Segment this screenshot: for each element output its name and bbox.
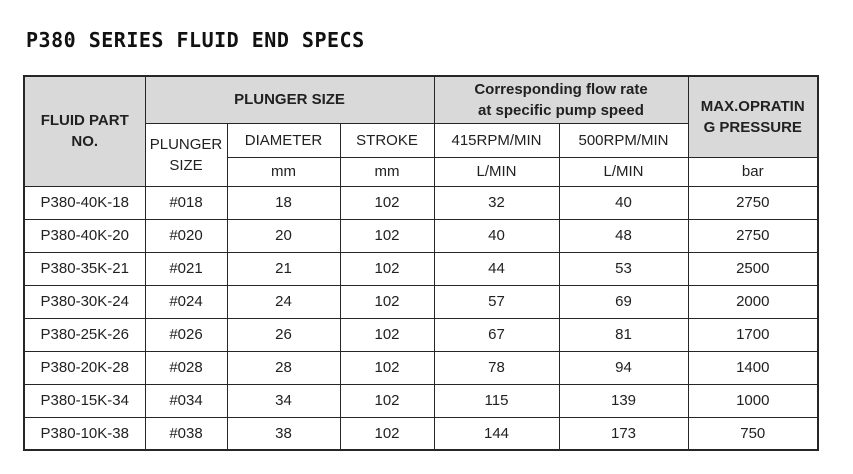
unit-flow-500-lmin: L/MIN <box>558 156 689 187</box>
header-row-columns: PLUNGER SIZE DIAMETER STROKE 415RPM/MIN … <box>24 122 818 187</box>
table-row: P380-30K-24 #024 24 102 57 69 2000 <box>23 284 819 319</box>
header-row-groups: FLUID PART NO. PLUNGER SIZE Correspondin… <box>23 75 819 187</box>
cell-part-no: P380-40K-20 <box>23 218 146 253</box>
cell-flow-500: 81 <box>558 317 689 352</box>
cell-plunger-size: #038 <box>144 416 228 451</box>
header-stroke: STROKE <box>339 122 435 158</box>
header-plunger-size-group: PLUNGER SIZE <box>144 75 435 124</box>
cell-diameter: 34 <box>226 383 341 418</box>
cell-pressure: 750 <box>687 416 819 451</box>
cell-pressure: 1000 <box>687 383 819 418</box>
table-row: P380-25K-26 #026 26 102 67 81 1700 <box>23 317 819 352</box>
cell-stroke: 102 <box>339 317 435 352</box>
cell-diameter: 18 <box>226 185 341 220</box>
cell-flow-500: 40 <box>558 185 689 220</box>
specs-table: FLUID PART NO. PLUNGER SIZE Correspondin… <box>23 75 819 451</box>
cell-diameter: 26 <box>226 317 341 352</box>
unit-flow-415-lmin: L/MIN <box>433 156 560 187</box>
cell-pressure: 1700 <box>687 317 819 352</box>
header-500rpm: 500RPM/MIN <box>558 122 689 158</box>
cell-diameter: 21 <box>226 251 341 286</box>
cell-part-no: P380-35K-21 <box>23 251 146 286</box>
cell-part-no: P380-10K-38 <box>23 416 146 451</box>
header-fluid-part-no: FLUID PART NO. <box>23 75 146 187</box>
cell-flow-415: 115 <box>433 383 560 418</box>
cell-diameter: 24 <box>226 284 341 319</box>
cell-flow-415: 40 <box>433 218 560 253</box>
cell-plunger-size: #034 <box>144 383 228 418</box>
cell-part-no: P380-25K-26 <box>23 317 146 352</box>
table-row: P380-20K-28 #028 28 102 78 94 1400 <box>23 350 819 385</box>
cell-flow-500: 173 <box>558 416 689 451</box>
unit-stroke-mm: mm <box>339 156 435 187</box>
unit-diameter-mm: mm <box>226 156 341 187</box>
cell-diameter: 28 <box>226 350 341 385</box>
cell-flow-415: 67 <box>433 317 560 352</box>
cell-stroke: 102 <box>339 383 435 418</box>
cell-flow-415: 44 <box>433 251 560 286</box>
cell-pressure: 2000 <box>687 284 819 319</box>
header-max-operating-pressure: MAX.OPRATIN G PRESSURE <box>687 75 819 158</box>
cell-diameter: 38 <box>226 416 341 451</box>
header-diameter: DIAMETER <box>226 122 341 158</box>
cell-stroke: 102 <box>339 284 435 319</box>
cell-plunger-size: #026 <box>144 317 228 352</box>
header-flow-rate-group: Corresponding flow rate at specific pump… <box>433 75 689 124</box>
table-row: P380-15K-34 #034 34 102 115 139 1000 <box>23 383 819 418</box>
cell-diameter: 20 <box>226 218 341 253</box>
cell-flow-415: 78 <box>433 350 560 385</box>
cell-flow-500: 94 <box>558 350 689 385</box>
cell-flow-500: 48 <box>558 218 689 253</box>
cell-pressure: 2750 <box>687 218 819 253</box>
cell-stroke: 102 <box>339 185 435 220</box>
table-row: P380-40K-18 #018 18 102 32 40 2750 <box>23 185 819 220</box>
unit-pressure-bar: bar <box>687 156 819 187</box>
cell-flow-500: 53 <box>558 251 689 286</box>
table-body: P380-40K-18 #018 18 102 32 40 2750 P380-… <box>23 185 819 451</box>
cell-flow-415: 32 <box>433 185 560 220</box>
cell-plunger-size: #018 <box>144 185 228 220</box>
table-row: P380-10K-38 #038 38 102 144 173 750 <box>23 416 819 451</box>
cell-stroke: 102 <box>339 416 435 451</box>
cell-flow-415: 144 <box>433 416 560 451</box>
cell-flow-415: 57 <box>433 284 560 319</box>
page-title: P380 SERIES FLUID END SPECS <box>26 28 365 52</box>
cell-flow-500: 139 <box>558 383 689 418</box>
cell-part-no: P380-30K-24 <box>23 284 146 319</box>
cell-stroke: 102 <box>339 218 435 253</box>
cell-stroke: 102 <box>339 251 435 286</box>
table-row: P380-40K-20 #020 20 102 40 48 2750 <box>23 218 819 253</box>
header-plunger-size-sub: PLUNGER SIZE <box>144 122 228 187</box>
cell-pressure: 1400 <box>687 350 819 385</box>
cell-part-no: P380-15K-34 <box>23 383 146 418</box>
cell-plunger-size: #028 <box>144 350 228 385</box>
cell-plunger-size: #020 <box>144 218 228 253</box>
cell-pressure: 2500 <box>687 251 819 286</box>
cell-stroke: 102 <box>339 350 435 385</box>
table-row: P380-35K-21 #021 21 102 44 53 2500 <box>23 251 819 286</box>
cell-flow-500: 69 <box>558 284 689 319</box>
cell-part-no: P380-40K-18 <box>23 185 146 220</box>
cell-plunger-size: #021 <box>144 251 228 286</box>
cell-part-no: P380-20K-28 <box>23 350 146 385</box>
cell-pressure: 2750 <box>687 185 819 220</box>
header-415rpm: 415RPM/MIN <box>433 122 560 158</box>
cell-plunger-size: #024 <box>144 284 228 319</box>
